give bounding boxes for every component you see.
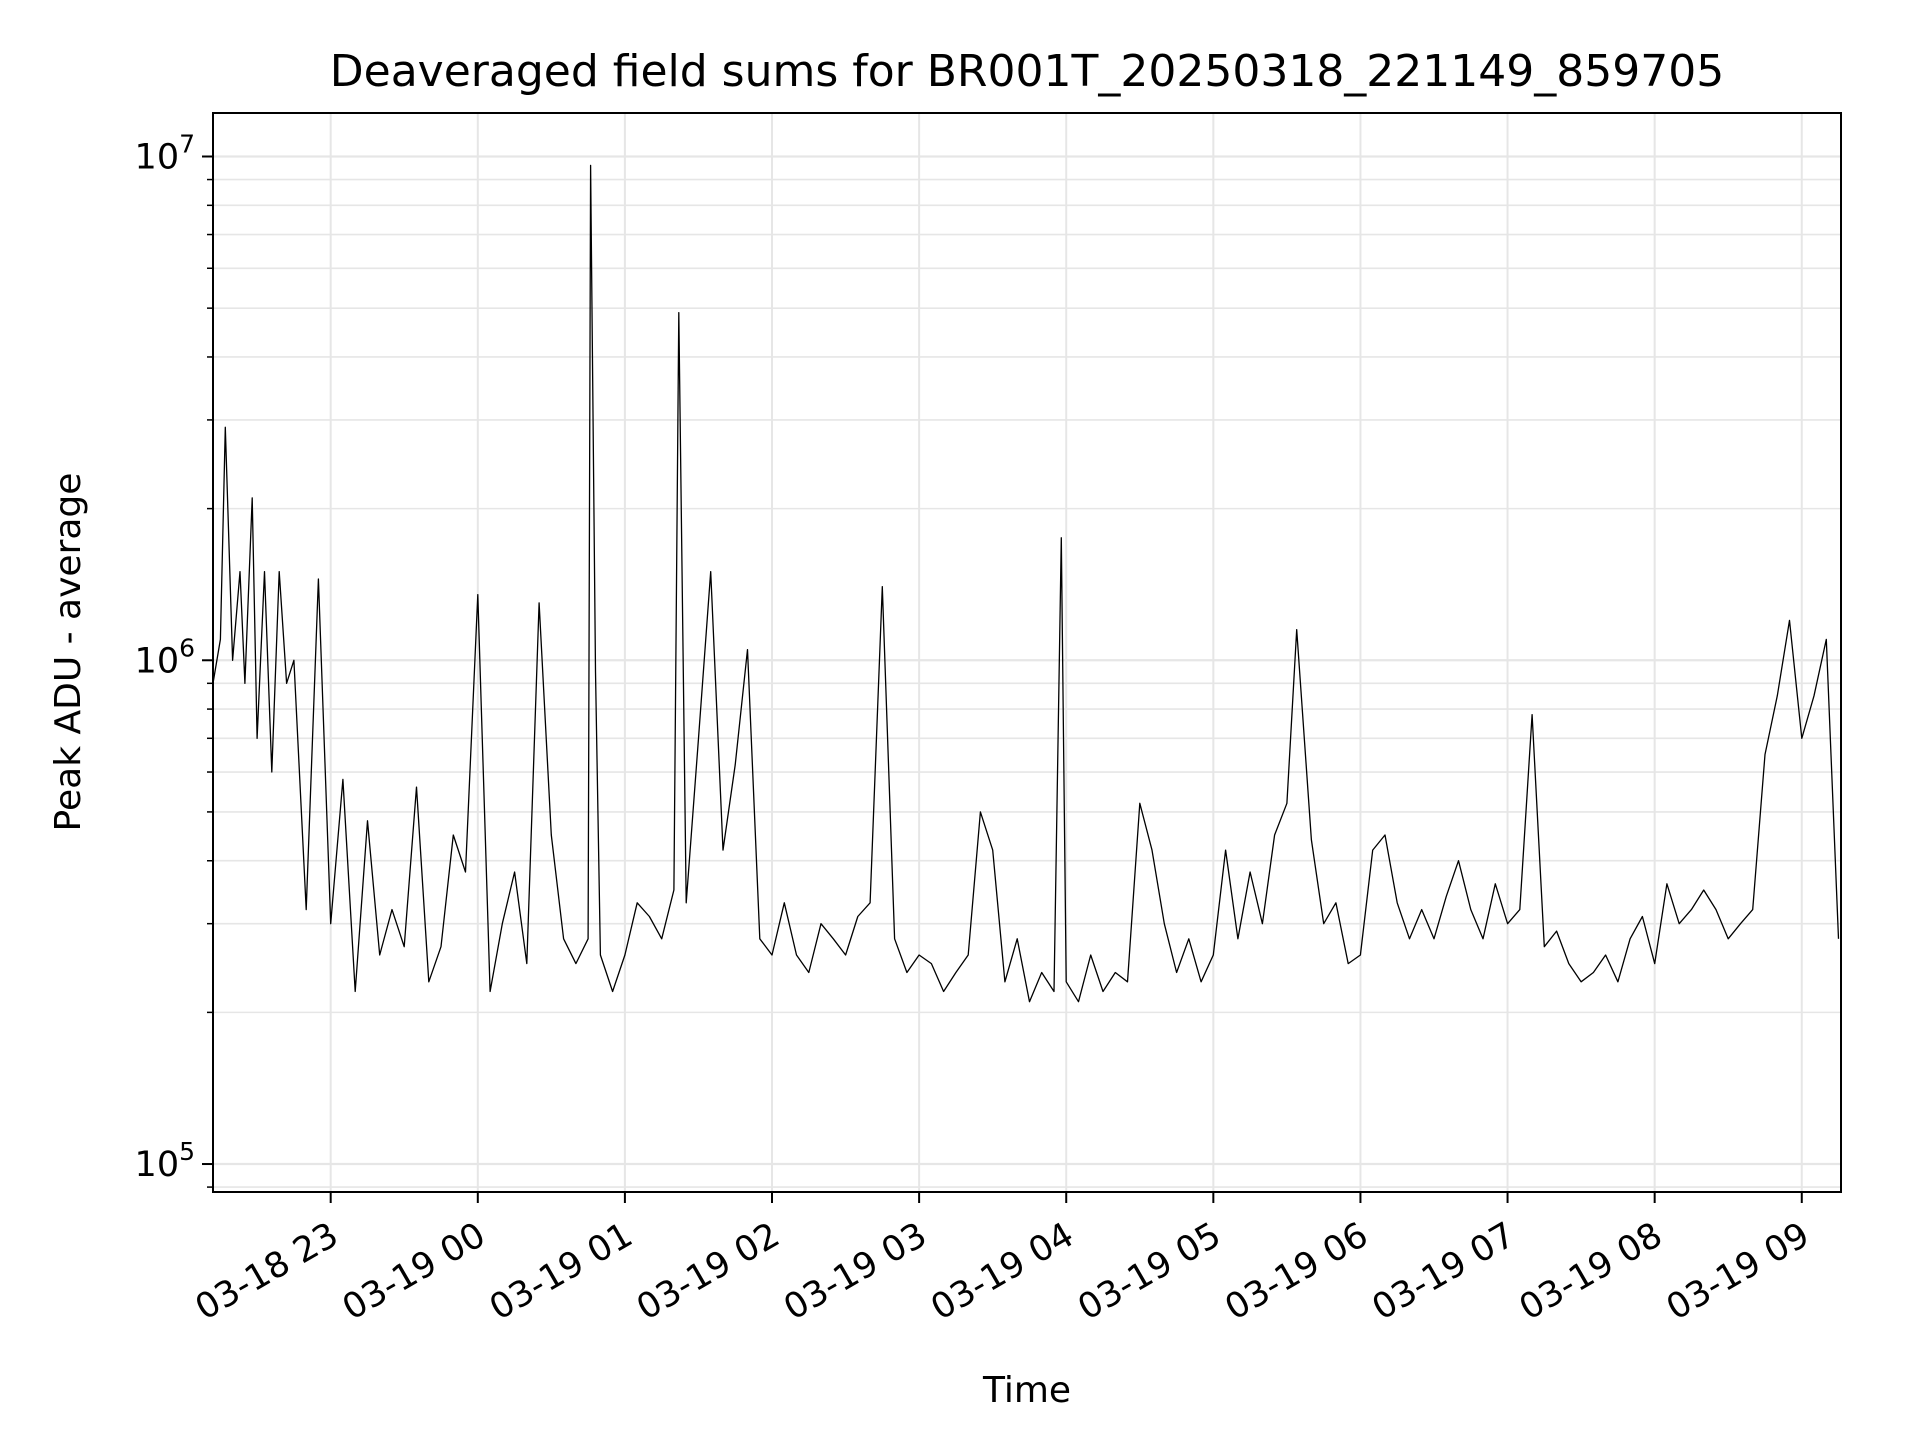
plot-frame (212, 112, 1842, 1193)
y-axis: 105 106 107 (135, 130, 213, 1188)
y-axis-label: Peak ADU - average (48, 473, 89, 832)
x-axis-label: Time (982, 1370, 1071, 1411)
y-tick-label: 107 (135, 130, 195, 178)
y-tick-label: 105 (135, 1137, 195, 1185)
grid-lines (213, 113, 1841, 1192)
chart-title: Deaveraged field sums for BR001T_2025031… (330, 46, 1725, 97)
y-tick-label: 106 (135, 633, 195, 681)
plot-area (213, 164, 1840, 1003)
series-line (213, 164, 1840, 1003)
